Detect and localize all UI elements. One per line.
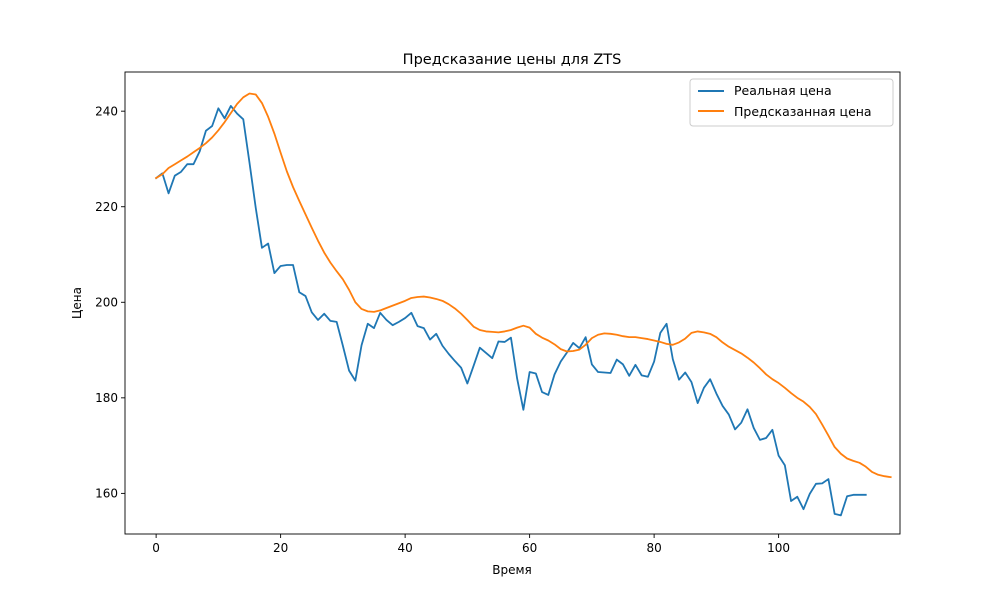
- x-tick-label: 20: [273, 541, 288, 555]
- series-line-real: [154, 105, 867, 517]
- legend-label-real: Реальная цена: [734, 83, 832, 98]
- x-tick-label: 100: [767, 541, 790, 555]
- axis-ticks: 0 20 40 60 80 100 160 180 200 220 240: [95, 104, 790, 555]
- y-axis-label: Цена: [70, 287, 84, 319]
- chart-title: Предсказание цены для ZTS: [403, 52, 622, 68]
- x-tick-label: 0: [152, 541, 160, 555]
- x-tick-label: 60: [522, 541, 537, 555]
- x-tick-label: 40: [397, 541, 412, 555]
- y-tick-label: 220: [95, 200, 118, 214]
- legend: Реальная цена Предсказанная цена: [689, 78, 894, 127]
- series-lines: [154, 92, 892, 517]
- y-tick-label: 240: [95, 104, 118, 118]
- series-line-predicted: [154, 92, 892, 479]
- plot-frame: [124, 71, 901, 535]
- y-tick-label: 160: [95, 487, 118, 501]
- y-tick-label: 180: [95, 391, 118, 405]
- y-tick-label: 200: [95, 296, 118, 310]
- x-axis-label: Время: [492, 563, 532, 577]
- plot-area: [125, 72, 900, 534]
- legend-box: [689, 78, 894, 127]
- legend-label-predicted: Предсказанная цена: [734, 104, 872, 119]
- x-tick-label: 80: [646, 541, 661, 555]
